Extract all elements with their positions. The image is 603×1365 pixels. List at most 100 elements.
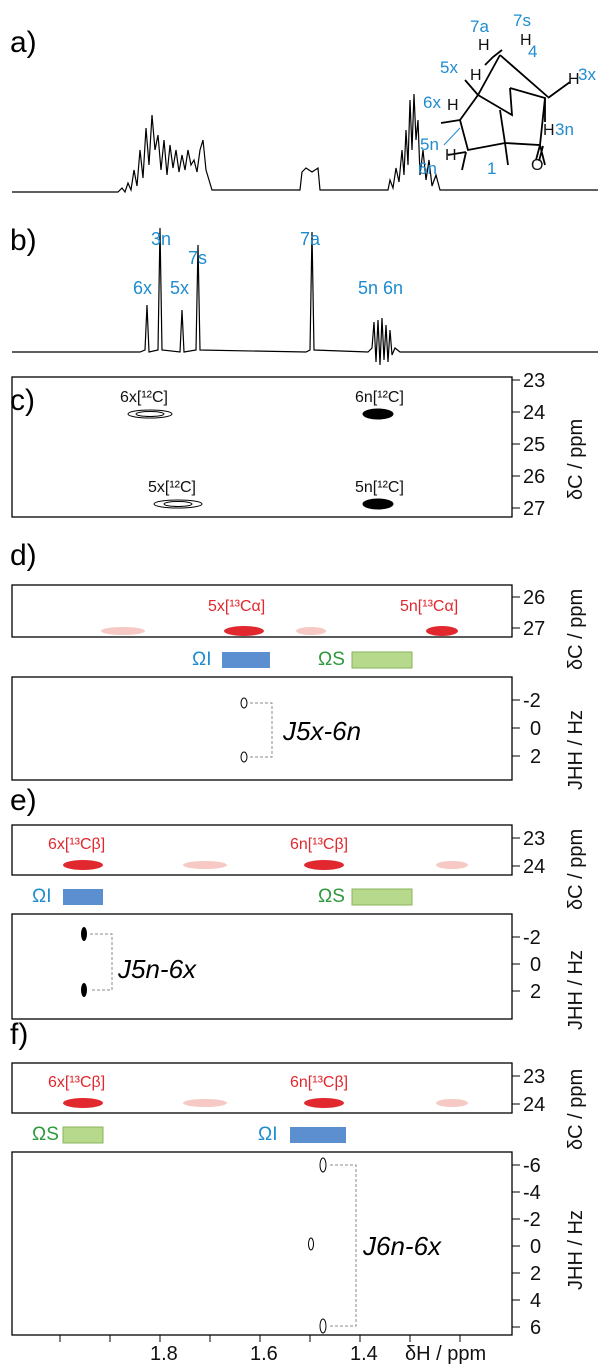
peak-6x: 6x bbox=[133, 278, 152, 298]
label-4: 4 bbox=[528, 42, 537, 61]
jpeaks-d bbox=[240, 697, 273, 763]
ytick: 26 bbox=[523, 587, 545, 609]
atom-H: H bbox=[568, 71, 580, 88]
label-5n: 5n bbox=[420, 135, 439, 154]
panel-a-label: a) bbox=[10, 26, 37, 59]
ytick: 23 bbox=[523, 828, 545, 850]
label-7s: 7s bbox=[513, 11, 531, 30]
label-6x-12C: 6x[¹²C] bbox=[120, 389, 168, 406]
panel-b-label: b) bbox=[10, 224, 37, 257]
atom-H: H bbox=[447, 97, 459, 114]
label-6n-13Cb-f: 6n[¹³Cβ] bbox=[290, 1074, 348, 1091]
omega-i-d: ΩI bbox=[192, 649, 211, 670]
omega-i-e: ΩI bbox=[32, 886, 51, 907]
jtick: -2 bbox=[523, 690, 541, 712]
xlabel: δH / ppm bbox=[405, 1343, 486, 1365]
panel-d-label: d) bbox=[10, 539, 37, 572]
ytick: 23 bbox=[523, 370, 545, 392]
atom-H: H bbox=[543, 122, 555, 139]
crosspeaks-d bbox=[101, 626, 458, 636]
jtick: -2 bbox=[523, 1209, 541, 1231]
label-7a: 7a bbox=[470, 17, 489, 36]
label-6x-13Cb-f: 6x[¹³Cβ] bbox=[48, 1074, 105, 1091]
label-6n: 6n bbox=[418, 159, 437, 178]
atom-H: H bbox=[478, 37, 490, 54]
atom-H: H bbox=[520, 32, 532, 49]
atom-H: H bbox=[445, 147, 457, 164]
ytick: 25 bbox=[523, 434, 545, 456]
ytick: 24 bbox=[523, 1094, 545, 1116]
omega-s-box-d bbox=[351, 651, 413, 669]
xtick: 1.4 bbox=[350, 1343, 378, 1365]
label-5x-13Ca: 5x[¹³Cα] bbox=[208, 598, 265, 615]
jpeaks-e bbox=[81, 927, 113, 997]
peak-5n-6n: 5n 6n bbox=[358, 278, 403, 298]
coupling-f: J6n-6x bbox=[362, 1231, 442, 1261]
jtick: 6 bbox=[530, 1317, 541, 1339]
label-6n-13Cb: 6n[¹³Cβ] bbox=[290, 836, 348, 853]
jtick: -2 bbox=[523, 927, 541, 949]
yaxis-f: 23 24 δC / ppm bbox=[512, 1066, 587, 1150]
panel-c-label: c) bbox=[10, 384, 35, 417]
spectrum-a bbox=[12, 93, 598, 194]
peak-7s: 7s bbox=[188, 248, 207, 268]
yaxis-c: 23 24 25 26 27 δC / ppm bbox=[512, 370, 587, 520]
jtick: 2 bbox=[530, 746, 541, 768]
atom-O: O bbox=[531, 157, 543, 174]
label-5x-12C: 5x[¹²C] bbox=[148, 479, 196, 496]
label-3n: 3n bbox=[555, 120, 574, 139]
label-5n-13Ca: 5n[¹³Cα] bbox=[400, 598, 458, 615]
ytick: 24 bbox=[523, 856, 545, 878]
ytick: 27 bbox=[523, 498, 545, 520]
jaxis-f: -6 -4 -2 0 2 4 6 JHH / Hz bbox=[512, 1155, 587, 1339]
xaxis: 1.8 1.6 1.4 δH / ppm bbox=[59, 1335, 486, 1365]
ytick: 24 bbox=[523, 402, 545, 424]
jtick: 2 bbox=[530, 1263, 541, 1285]
leader-5n bbox=[443, 127, 461, 146]
yaxis-e: 23 24 δC / ppm bbox=[512, 828, 587, 910]
peak-7a: 7a bbox=[300, 229, 321, 249]
panel-d-bottom-frame bbox=[11, 676, 513, 781]
label-6x: 6x bbox=[423, 93, 441, 112]
jtick: 2 bbox=[530, 981, 541, 1003]
ylabel-f: δC / ppm bbox=[565, 1069, 587, 1150]
peak-5x: 5x bbox=[170, 278, 189, 298]
omega-i-box-e bbox=[63, 889, 103, 905]
coupling-d: J5x-6n bbox=[282, 716, 361, 746]
panel-c-frame bbox=[11, 376, 513, 518]
jtick: 0 bbox=[530, 718, 541, 740]
panel-f-label: f) bbox=[10, 1018, 28, 1051]
jtick: 0 bbox=[530, 1236, 541, 1258]
ylabel-e: δC / ppm bbox=[565, 829, 587, 910]
omega-s-f: ΩS bbox=[32, 1124, 59, 1145]
ytick: 23 bbox=[523, 1066, 545, 1088]
ylabel-c: δC / ppm bbox=[565, 419, 587, 500]
panel-f-top-frame bbox=[11, 1062, 513, 1114]
panel-f-bottom-frame bbox=[11, 1151, 513, 1336]
jpeaks-f bbox=[308, 1157, 357, 1334]
panel-e-bottom-frame bbox=[11, 913, 513, 1020]
panel-d-top-frame bbox=[11, 584, 513, 638]
omega-s-d: ΩS bbox=[318, 649, 345, 670]
yaxis-d: 26 27 δC / ppm bbox=[512, 587, 587, 670]
peak-3n: 3n bbox=[151, 229, 171, 249]
label-3x: 3x bbox=[578, 65, 596, 84]
omega-s-box-e bbox=[351, 888, 413, 906]
omega-i-box-d bbox=[222, 652, 270, 668]
jtick: 4 bbox=[530, 1290, 541, 1312]
xtick: 1.8 bbox=[150, 1343, 178, 1365]
omega-i-box-f bbox=[290, 1127, 346, 1143]
coupling-e: J5n-6x bbox=[117, 954, 197, 984]
panel-e-label: e) bbox=[10, 784, 37, 817]
crosspeaks-c bbox=[127, 408, 394, 510]
omega-s-e: ΩS bbox=[318, 886, 345, 907]
label-1: 1 bbox=[487, 159, 496, 178]
jaxis-e: -2 0 2 JHH / Hz bbox=[512, 927, 587, 1030]
panel-e-top-frame bbox=[11, 824, 513, 876]
label-5x: 5x bbox=[440, 58, 458, 77]
jlabel-e: JHH / Hz bbox=[565, 950, 587, 1030]
jtick: -4 bbox=[523, 1182, 541, 1204]
jlabel-f: JHH / Hz bbox=[565, 1210, 587, 1290]
label-6n-12C: 6n[¹²C] bbox=[355, 389, 404, 406]
